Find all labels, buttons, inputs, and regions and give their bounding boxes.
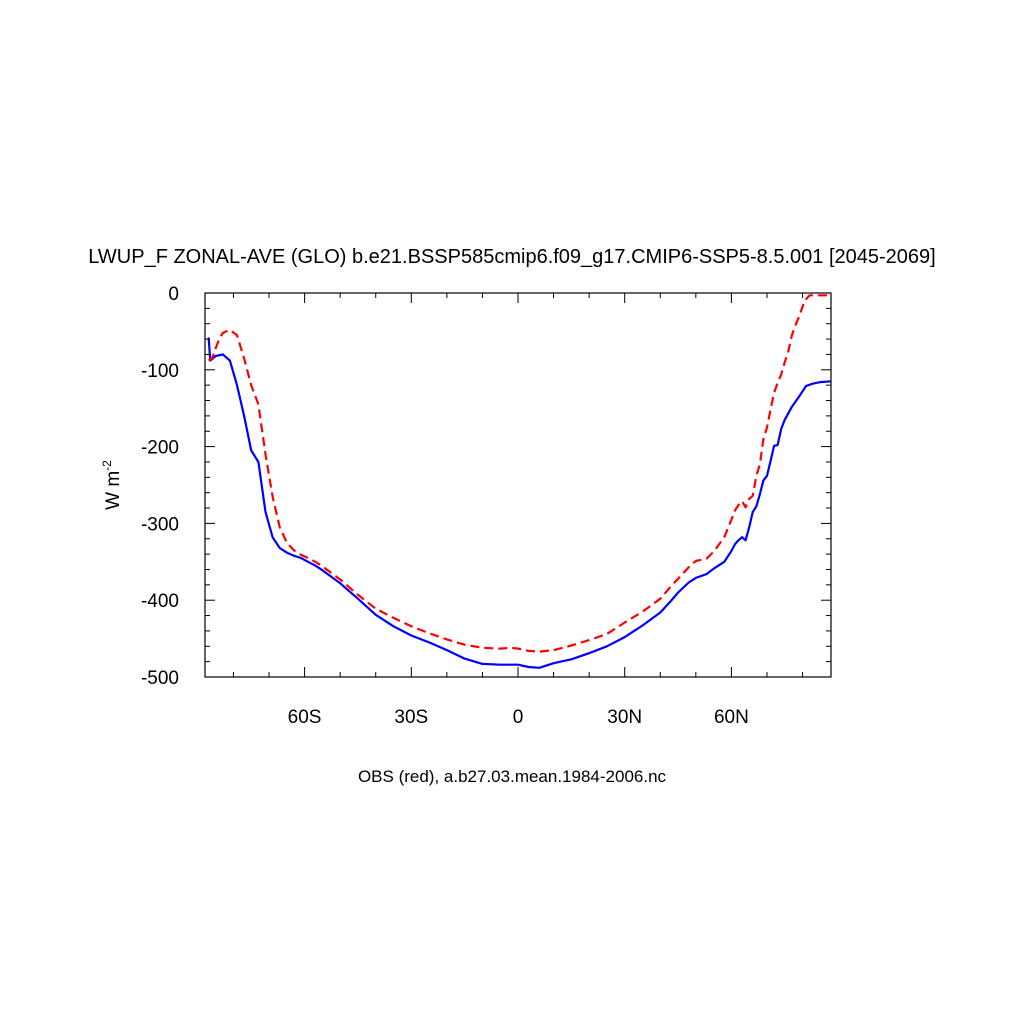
y-tick-label: -500 xyxy=(141,668,179,689)
x-tick-label: 0 xyxy=(513,707,524,728)
plot-frame xyxy=(204,292,832,678)
plot-area: 60S 30S 0 30N 60N 0 -100 -200 -300 -400 -500 xyxy=(141,284,832,728)
x-tick-label: 30S xyxy=(394,707,428,728)
obs-series-line xyxy=(207,294,831,653)
tick-layer: 60S 30S 0 30N 60N 0 -100 -200 -300 -400 -500 xyxy=(141,284,831,728)
y-axis-label-superscript: -2 xyxy=(100,460,114,471)
y-tick-label: -300 xyxy=(141,514,179,535)
y-tick-label: -100 xyxy=(141,361,179,382)
x-tick-label: 60S xyxy=(288,707,322,728)
chart-caption: OBS (red), a.b27.03.mean.1984-2006.nc xyxy=(358,767,667,786)
model-series-line xyxy=(207,337,832,669)
x-tick-label: 30N xyxy=(607,707,642,728)
y-axis-label: W m-2 xyxy=(100,460,124,510)
chart-title: LWUP_F ZONAL-AVE (GLO) b.e21.BSSP585cmip… xyxy=(88,246,935,268)
y-tick-label: -200 xyxy=(141,438,179,459)
y-axis-label-main: W m xyxy=(103,471,124,510)
x-tick-label: 60N xyxy=(714,707,749,728)
series-layer xyxy=(207,294,832,669)
y-tick-label: 0 xyxy=(168,284,179,305)
y-tick-label: -400 xyxy=(141,591,179,612)
